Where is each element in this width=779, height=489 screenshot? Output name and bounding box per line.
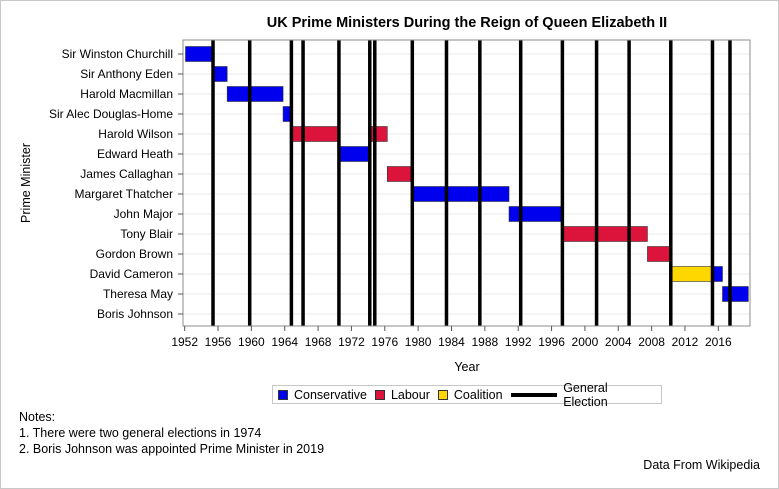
x-tick-label: 2008 bbox=[638, 335, 665, 349]
bar-conservative bbox=[412, 186, 510, 202]
x-tick-label: 2016 bbox=[705, 335, 732, 349]
note-line-2: 2. Boris Johnson was appointed Prime Min… bbox=[19, 442, 325, 456]
x-tick-label: 1976 bbox=[371, 335, 398, 349]
election-line-swatch bbox=[510, 392, 558, 397]
legend-item-general-election: General Election bbox=[510, 380, 653, 409]
x-tick-label: 1960 bbox=[238, 335, 265, 349]
y-tick-label: Sir Winston Churchill bbox=[62, 47, 173, 61]
bar-conservative bbox=[722, 286, 749, 302]
bar-conservative bbox=[226, 86, 284, 102]
legend-label-coalition: Coalition bbox=[453, 387, 503, 402]
bar-conservative bbox=[338, 146, 371, 162]
x-tick-label: 1964 bbox=[271, 335, 298, 349]
x-tick-label: 1952 bbox=[171, 335, 198, 349]
bar-labour bbox=[386, 166, 413, 182]
coalition-swatch bbox=[437, 389, 448, 400]
x-tick-label: 2000 bbox=[572, 335, 599, 349]
data-credit: Data From Wikipedia bbox=[643, 458, 760, 472]
bar-conservative bbox=[508, 206, 564, 222]
legend: Conservative Labour Coalition General El… bbox=[272, 381, 662, 409]
y-tick-label: David Cameron bbox=[90, 267, 173, 281]
chart-title: UK Prime Ministers During the Reign of Q… bbox=[267, 15, 667, 31]
bar-conservative bbox=[713, 266, 723, 282]
x-tick-label: 1972 bbox=[338, 335, 365, 349]
conservative-swatch bbox=[278, 389, 288, 400]
y-tick-label: James Callaghan bbox=[80, 167, 173, 181]
legend-item-labour: Labour bbox=[374, 387, 430, 402]
x-tick-label: 1988 bbox=[471, 335, 498, 349]
y-tick-label: Gordon Brown bbox=[96, 247, 173, 261]
y-tick-label: Theresa May bbox=[103, 287, 173, 301]
x-tick-label: 2004 bbox=[605, 335, 632, 349]
x-tick-label: 2012 bbox=[672, 335, 699, 349]
y-tick-label: Edward Heath bbox=[97, 147, 173, 161]
y-tick-label: Harold Wilson bbox=[98, 127, 173, 141]
legend-label-labour: Labour bbox=[390, 387, 430, 402]
y-tick-label: Sir Alec Douglas-Home bbox=[49, 107, 173, 121]
plot-area bbox=[182, 39, 751, 327]
legend-label-conservative: Conservative bbox=[294, 387, 367, 402]
legend-item-conservative: Conservative bbox=[278, 388, 367, 402]
x-tick-label: 1956 bbox=[205, 335, 232, 349]
notes-heading: Notes: bbox=[19, 410, 56, 424]
y-tick-label: Boris Johnson bbox=[97, 307, 173, 321]
y-axis-label: Prime Minister bbox=[19, 143, 33, 223]
legend-label-general-election: General Election bbox=[563, 380, 608, 409]
bar-labour bbox=[369, 126, 388, 142]
y-tick-label: Margaret Thatcher bbox=[75, 187, 174, 201]
x-tick-label: 1992 bbox=[505, 335, 532, 349]
x-axis-label: Year bbox=[454, 360, 479, 374]
y-tick-label: John Major bbox=[114, 207, 173, 221]
y-tick-label: Sir Anthony Eden bbox=[80, 67, 173, 81]
bar-conservative bbox=[185, 46, 213, 62]
note-line-1: 1. There were two general elections in 1… bbox=[19, 426, 262, 440]
bar-labour bbox=[562, 226, 648, 242]
bar-labour bbox=[647, 246, 672, 262]
legend-item-coalition: Coalition bbox=[437, 387, 503, 402]
labour-swatch bbox=[374, 389, 385, 400]
notes: Notes: 1. There were two general electio… bbox=[19, 409, 324, 457]
x-tick-label: 1984 bbox=[438, 335, 465, 349]
x-tick-label: 1980 bbox=[405, 335, 432, 349]
x-tick-label: 1968 bbox=[305, 335, 332, 349]
bar-coalition bbox=[671, 266, 714, 282]
y-tick-label: Harold Macmillan bbox=[80, 87, 173, 101]
y-tick-label: Tony Blair bbox=[120, 227, 173, 241]
x-tick-label: 1996 bbox=[538, 335, 565, 349]
bar-labour bbox=[291, 126, 340, 142]
